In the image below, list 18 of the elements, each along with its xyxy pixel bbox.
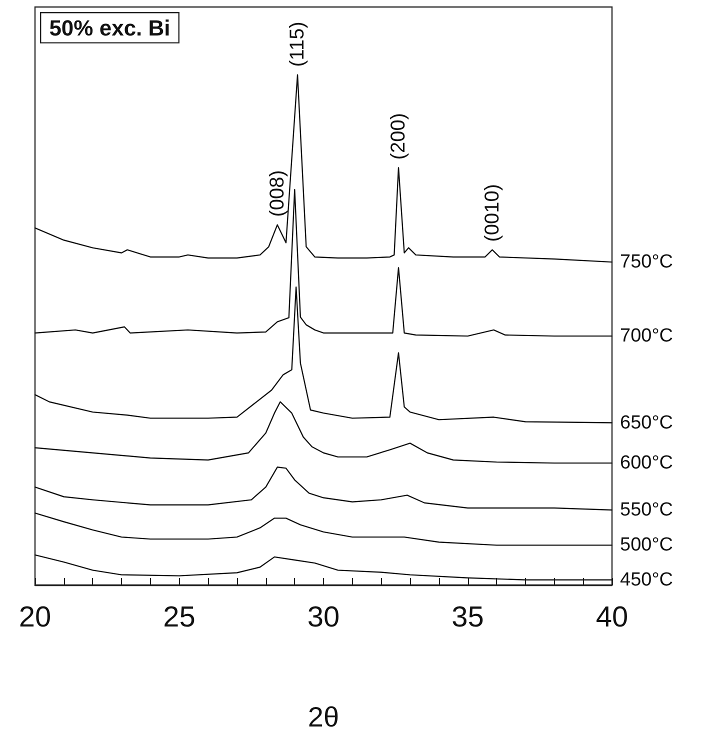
x-axis-title: 2θ xyxy=(308,702,340,732)
series-label: 500°C xyxy=(620,534,674,556)
annotation: (008) xyxy=(266,170,288,217)
series-label: 550°C xyxy=(620,500,674,521)
x-tick-label: 30 xyxy=(307,602,340,634)
text: 50% exc. Bi xyxy=(49,16,170,41)
x-tick-label: 35 xyxy=(452,602,484,634)
x-tick-label: 40 xyxy=(596,602,628,634)
annotation: (0010) xyxy=(481,184,504,242)
series-label: 750°C xyxy=(620,252,674,273)
x-tick-label: 25 xyxy=(163,602,196,634)
annotation: (200) xyxy=(388,112,410,160)
series-label: 600°C xyxy=(620,452,674,474)
annotation: (115) xyxy=(286,22,309,67)
series-label: 650°C xyxy=(620,412,674,434)
series-label: 700°C xyxy=(620,326,674,347)
x-tick-label: 20 xyxy=(18,602,52,634)
series-label: 450°C xyxy=(620,569,674,590)
